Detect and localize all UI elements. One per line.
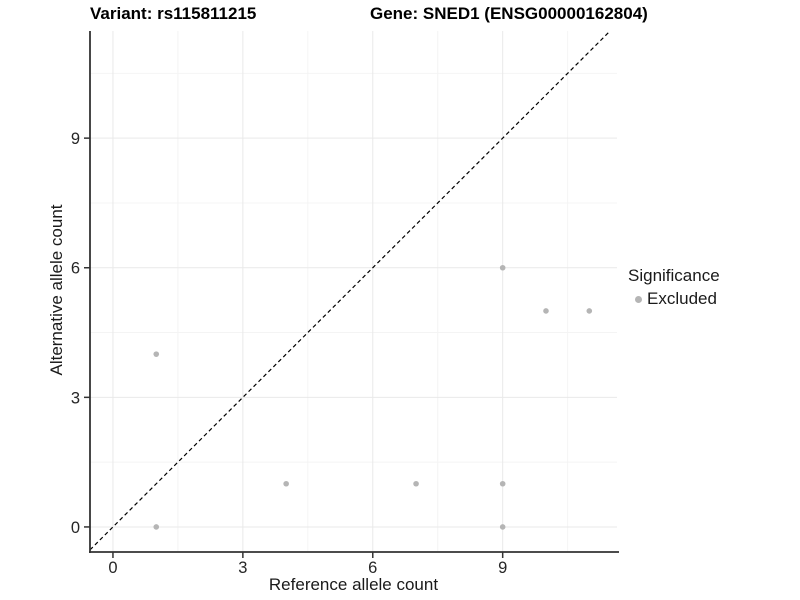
legend-title: Significance <box>628 266 720 285</box>
legend-item-label: Excluded <box>647 289 717 308</box>
excluded-point-icon <box>635 295 642 303</box>
x-tick-label: 9 <box>498 559 507 577</box>
x-tick-label: 6 <box>368 559 377 577</box>
data-point <box>586 308 593 314</box>
legend: Significance Excluded <box>628 266 720 309</box>
data-point <box>153 351 160 357</box>
plot-title-variant: Variant: rs115811215 <box>90 4 257 23</box>
data-point <box>283 480 289 487</box>
data-point <box>543 308 549 314</box>
y-axis-title: Alternative allele count <box>47 204 66 376</box>
x-axis-title: Reference allele count <box>268 575 439 594</box>
data-point <box>413 480 419 487</box>
data-point <box>499 264 506 271</box>
data-point <box>499 524 506 530</box>
y-tick-label: 3 <box>71 389 80 407</box>
legend-item-excluded: Excluded <box>628 289 720 309</box>
y-tick-label: 9 <box>71 130 80 148</box>
y-tick-label: 0 <box>71 519 80 537</box>
y-tick-label: 6 <box>71 260 80 278</box>
plot-title-gene: Gene: SNED1 (ENSG00000162804) <box>370 4 648 23</box>
data-point <box>499 480 506 487</box>
x-tick-label: 3 <box>238 559 247 577</box>
data-point <box>153 524 160 530</box>
x-tick-label: 0 <box>108 559 117 577</box>
identity-line <box>89 30 611 551</box>
